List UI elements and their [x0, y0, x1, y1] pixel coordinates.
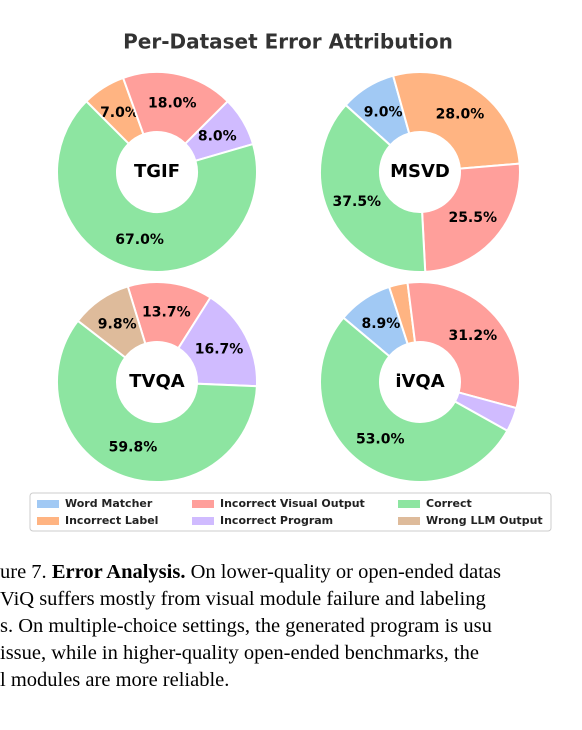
value-label: 13.7% — [142, 305, 191, 321]
legend-swatch — [192, 500, 214, 508]
value-label: 18.0% — [148, 96, 197, 112]
value-label: 8.0% — [198, 128, 237, 144]
pie-slice — [319, 103, 427, 273]
pie-slice — [421, 162, 521, 273]
value-label: 67.0% — [115, 232, 164, 248]
legend-swatch — [37, 517, 59, 525]
legend-label: Word Matcher — [65, 497, 153, 510]
caption-text: issue, while in higher-quality open-ende… — [0, 642, 479, 664]
legend-label: Wrong LLM Output — [426, 514, 543, 527]
legend-label: Incorrect Label — [65, 514, 158, 527]
pie-slice — [406, 281, 521, 410]
caption-line: l modules are more reliable. — [0, 669, 582, 692]
pie-slice — [56, 319, 258, 483]
pie-slice — [76, 285, 147, 359]
value-label: 37.5% — [333, 194, 382, 210]
pie-slice — [56, 99, 258, 273]
value-label: 8.9% — [361, 316, 400, 332]
value-label: 25.5% — [448, 210, 497, 226]
caption-text: l modules are more reliable. — [0, 669, 230, 691]
chart: Per-Dataset Error Attribution 7.0%18.0%8… — [29, 30, 552, 532]
legend-swatch — [398, 517, 420, 525]
caption-line: s. On multiple-choice settings, the gene… — [0, 615, 582, 638]
center-label: TGIF — [134, 161, 180, 182]
value-label: 28.0% — [436, 107, 485, 123]
legend-label: Incorrect Visual Output — [220, 497, 365, 510]
caption-text: ViQ suffers mostly from visual module fa… — [0, 588, 486, 610]
caption-bold: Error Analysis. — [51, 561, 186, 583]
pie-slice — [391, 71, 521, 170]
legend-swatch — [37, 500, 59, 508]
center-label: TVQA — [129, 371, 185, 392]
value-label: 31.2% — [449, 328, 498, 344]
value-label: 59.8% — [109, 440, 158, 456]
legend-label: Correct — [426, 497, 472, 510]
pie-slice — [319, 316, 509, 483]
value-label: 9.0% — [364, 105, 403, 121]
caption-text: ure 7. — [0, 561, 52, 583]
pie-slice — [177, 296, 258, 388]
value-label: 16.7% — [195, 342, 244, 358]
center-label: iVQA — [395, 371, 444, 392]
legend-label: Incorrect Program — [220, 514, 333, 527]
legend-swatch — [398, 500, 420, 508]
caption-text: On lower-quality or open-ended datas — [185, 561, 501, 583]
caption-line: issue, while in higher-quality open-ende… — [0, 642, 582, 665]
pie-slice — [121, 71, 230, 146]
value-label: 53.0% — [356, 432, 405, 448]
caption-line: ViQ suffers mostly from visual module fa… — [0, 588, 582, 611]
value-label: 7.0% — [100, 105, 139, 121]
legend-box — [29, 492, 552, 532]
chart-title: Per-Dataset Error Attribution — [123, 30, 453, 54]
caption-line: ure 7. Error Analysis. On lower-quality … — [0, 561, 582, 584]
legend-swatch — [192, 517, 214, 525]
value-label: 9.8% — [98, 316, 137, 332]
caption-text: s. On multiple-choice settings, the gene… — [0, 615, 492, 637]
center-label: MSVD — [390, 161, 450, 182]
